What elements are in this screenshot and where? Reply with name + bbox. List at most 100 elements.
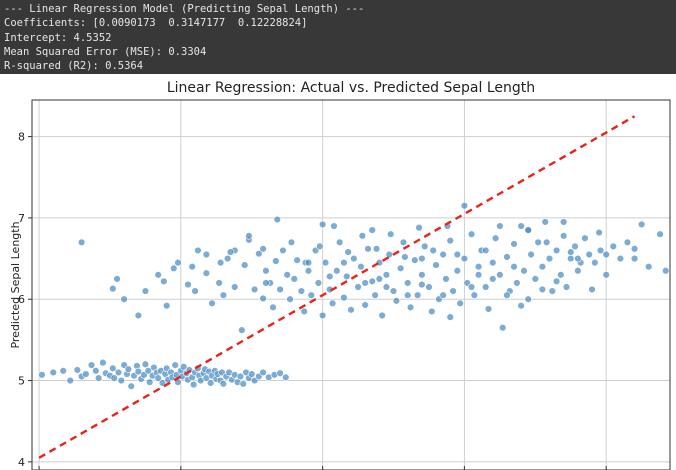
console-line: Mean Squared Error (MSE): 0.3304 xyxy=(4,45,207,58)
data-point xyxy=(231,283,239,291)
data-point xyxy=(259,368,267,377)
data-point xyxy=(109,284,117,293)
data-point xyxy=(616,254,625,263)
data-point xyxy=(491,234,500,242)
data-point xyxy=(439,291,447,299)
data-point xyxy=(117,376,126,385)
data-point xyxy=(184,280,192,289)
data-point xyxy=(534,238,542,247)
data-point xyxy=(623,238,632,247)
data-point xyxy=(371,291,379,299)
data-point xyxy=(460,202,469,210)
data-point xyxy=(449,287,457,295)
chart-title: Linear Regression: Actual vs. Predicted … xyxy=(167,80,535,96)
data-point xyxy=(219,380,228,388)
data-point xyxy=(439,250,447,259)
data-point xyxy=(236,372,245,381)
data-point xyxy=(321,258,330,267)
data-point xyxy=(162,302,171,310)
y-tick-label: 7 xyxy=(18,212,25,225)
data-point xyxy=(517,222,525,230)
data-point xyxy=(446,236,454,245)
y-axis-label: Predicted Sepal Length xyxy=(9,221,22,348)
data-point xyxy=(364,245,372,253)
data-point xyxy=(531,275,540,283)
data-point xyxy=(318,220,327,229)
data-point xyxy=(124,365,133,373)
data-point xyxy=(189,380,198,389)
data-point xyxy=(335,238,344,247)
data-point xyxy=(170,264,178,273)
data-point xyxy=(226,248,235,256)
data-point xyxy=(574,254,582,263)
data-point xyxy=(314,279,323,287)
data-point xyxy=(99,358,107,367)
data-point xyxy=(120,295,128,303)
y-axis: 4 5 6 7 8 xyxy=(18,131,607,470)
data-point xyxy=(279,246,287,255)
data-point xyxy=(396,264,405,273)
data-point xyxy=(552,277,561,286)
data-point xyxy=(259,245,267,253)
data-point xyxy=(269,303,277,312)
data-point xyxy=(59,367,67,375)
data-point xyxy=(77,238,86,247)
data-point xyxy=(429,246,437,255)
data-point xyxy=(188,263,196,271)
data-point xyxy=(171,361,179,369)
data-point xyxy=(467,230,476,238)
data-point xyxy=(316,242,324,251)
data-point xyxy=(94,374,103,382)
data-point xyxy=(262,267,270,275)
data-point xyxy=(141,360,150,368)
data-point xyxy=(484,305,493,313)
data-point xyxy=(524,295,532,303)
data-point xyxy=(245,232,253,240)
data-point xyxy=(66,376,74,385)
data-point xyxy=(524,226,532,234)
data-point xyxy=(290,275,298,283)
data-point xyxy=(456,299,464,307)
data-point xyxy=(467,283,476,291)
data-point xyxy=(358,232,367,240)
console-line: R-squared (R2): 0.5364 xyxy=(4,60,144,73)
data-point xyxy=(297,287,306,295)
data-point xyxy=(282,373,290,381)
data-point xyxy=(216,258,225,267)
reference-line xyxy=(38,115,636,459)
data-point xyxy=(585,250,593,259)
data-point xyxy=(567,254,575,263)
data-point xyxy=(392,297,401,305)
data-point xyxy=(574,267,582,275)
data-point xyxy=(141,287,150,295)
data-point xyxy=(446,313,454,321)
data-point xyxy=(557,271,565,279)
y-tick-label: 8 xyxy=(18,131,25,144)
data-point xyxy=(503,253,511,261)
data-point xyxy=(499,323,507,332)
data-point xyxy=(513,279,521,287)
data-point xyxy=(134,367,143,376)
y-tick-label: 4 xyxy=(18,456,25,469)
data-point xyxy=(591,258,599,267)
data-point xyxy=(113,275,121,283)
data-point xyxy=(372,245,381,253)
data-point xyxy=(656,230,664,238)
data-point xyxy=(318,311,327,320)
chart-figure: Linear Regression: Actual vs. Predicted … xyxy=(0,74,676,470)
data-point xyxy=(160,277,168,286)
data-point xyxy=(418,280,426,289)
data-point xyxy=(208,299,216,307)
data-point xyxy=(645,263,653,271)
data-point xyxy=(144,367,152,375)
data-point xyxy=(145,378,154,386)
data-point xyxy=(191,287,199,295)
data-point xyxy=(559,218,568,226)
data-point xyxy=(581,234,589,242)
data-point xyxy=(595,228,603,237)
data-point xyxy=(110,374,118,382)
data-point xyxy=(73,366,82,374)
data-point xyxy=(219,291,228,299)
data-point xyxy=(588,285,596,294)
data-point xyxy=(630,254,639,263)
